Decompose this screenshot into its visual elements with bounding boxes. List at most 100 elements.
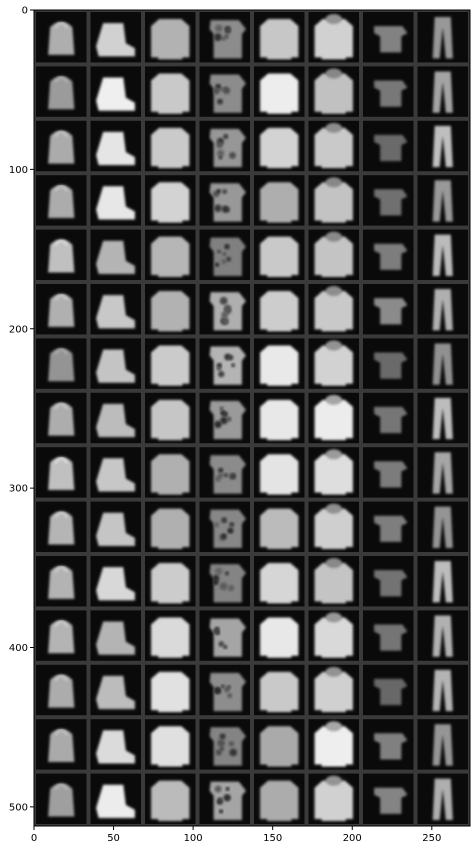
grid-cell [254, 392, 305, 444]
grid-cell [199, 392, 250, 444]
shirt-shape [209, 183, 246, 222]
bag-shape [54, 22, 69, 29]
shirt-shape [209, 346, 246, 385]
boot-shape [96, 240, 135, 274]
grid-cell [308, 284, 359, 335]
print-spot [223, 87, 231, 95]
pullover-shape [151, 345, 190, 386]
coat-shape [260, 291, 299, 332]
grid-cell [254, 501, 305, 552]
grid-cell [90, 664, 141, 716]
grid-cell [199, 229, 250, 280]
hoodie-shape [325, 122, 342, 133]
bag-shape [54, 783, 69, 791]
bag-shape [54, 620, 69, 628]
pullover-shape [151, 399, 190, 441]
print-spot [214, 420, 222, 429]
grid-cell [36, 610, 87, 661]
grid-cell [199, 556, 250, 607]
grid-cell [145, 501, 196, 552]
bag-shape [48, 75, 75, 110]
bag-shape [54, 729, 69, 736]
grid-cell [417, 719, 468, 770]
grid-cell [308, 773, 359, 824]
hoodie-shape [314, 671, 353, 713]
grid-cell [308, 229, 359, 280]
shirt-shape [209, 618, 246, 657]
pullover-shape [151, 780, 190, 821]
grid-cell [363, 719, 414, 770]
grid-cell [36, 338, 87, 389]
coat-shape [260, 345, 299, 386]
grid-cell [254, 120, 305, 172]
grid-cell [90, 610, 141, 661]
print-spot [214, 204, 222, 213]
grid-cell [199, 120, 250, 172]
top-shape [374, 787, 408, 814]
print-spot [216, 365, 222, 371]
grid-cell [145, 447, 196, 498]
grid-cell [36, 719, 87, 770]
trouser-shape [432, 778, 453, 820]
print-spot [218, 370, 225, 378]
trouser-shape [432, 71, 453, 113]
bag-shape [48, 239, 75, 273]
pullover-shape [151, 563, 190, 604]
print-spot [223, 133, 229, 140]
y-tick-label: 200 [9, 324, 28, 335]
grid-cell [145, 66, 196, 117]
print-spot [221, 205, 230, 213]
grid-cell [145, 610, 196, 661]
print-spot [217, 98, 223, 105]
print-spot [220, 684, 225, 689]
print-spot [218, 641, 225, 647]
hoodie-shape [314, 617, 353, 658]
grid-cell [363, 338, 414, 389]
grid-cell [417, 556, 468, 607]
grid-cell [36, 175, 87, 226]
print-spot [222, 318, 229, 325]
grid-cell [145, 392, 196, 444]
print-spot [227, 693, 233, 699]
top-shape [374, 733, 408, 760]
hoodie-shape [314, 236, 353, 277]
print-spot [214, 785, 222, 793]
grid-cell [254, 556, 305, 607]
top-shape [374, 678, 408, 706]
print-spot [216, 149, 225, 158]
trouser-shape [432, 343, 453, 385]
grid-cell [254, 175, 305, 226]
bag-shape [54, 348, 69, 356]
grid-cell [417, 12, 468, 63]
hoodie-shape [325, 612, 342, 623]
trouser-shape [432, 289, 453, 331]
grid-cell [363, 610, 414, 661]
grid-cell [363, 175, 414, 226]
y-tick-label: 300 [9, 484, 28, 495]
trouser-shape [432, 724, 453, 766]
pullover-shape [151, 726, 190, 767]
grid-cell [417, 66, 468, 117]
coat-shape [260, 726, 299, 767]
grid-cell [254, 447, 305, 498]
bag-shape [54, 130, 69, 138]
coat-shape [260, 73, 299, 114]
grid-cell [36, 120, 87, 172]
hoodie-shape [314, 291, 353, 332]
grid-cell [363, 501, 414, 552]
grid-cell [308, 447, 359, 498]
grid-cell [254, 12, 305, 63]
print-spot [227, 527, 234, 534]
boot-shape [96, 349, 135, 383]
bag-shape [48, 347, 75, 382]
grid-cell [36, 12, 87, 63]
grid-cell [254, 664, 305, 716]
boot-shape [96, 512, 135, 546]
boot-shape [96, 621, 135, 655]
grid-cell [199, 447, 250, 498]
grid-cell [254, 610, 305, 661]
hoodie-shape [325, 449, 342, 460]
hoodie-shape [325, 286, 342, 297]
trouser-shape [432, 17, 453, 59]
